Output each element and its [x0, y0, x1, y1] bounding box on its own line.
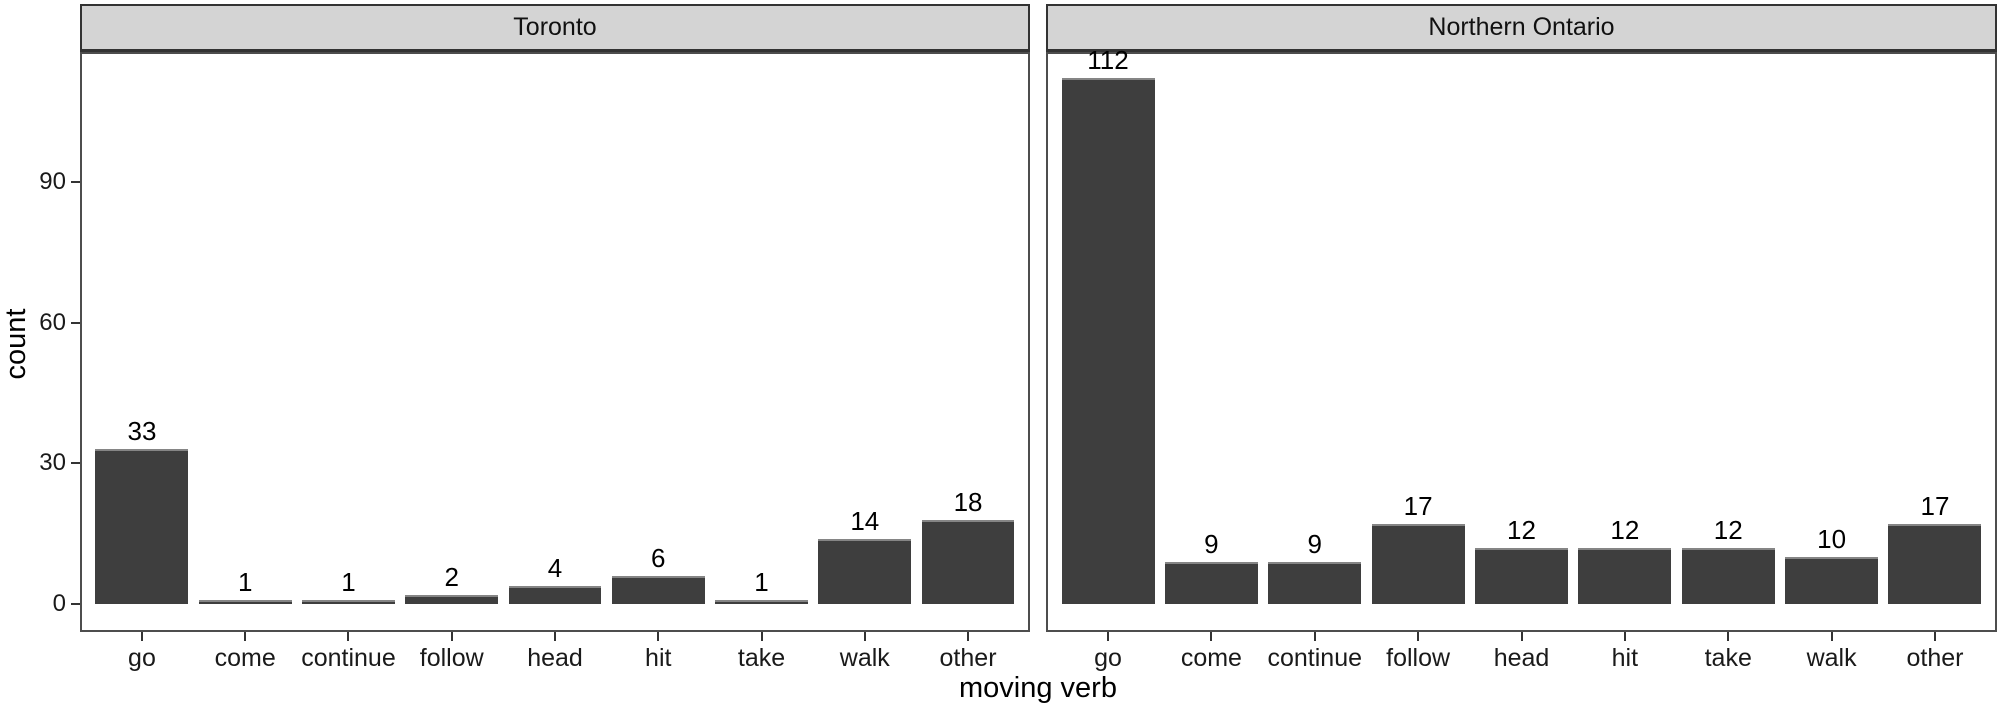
x-tick	[657, 632, 660, 641]
x-tick	[1933, 632, 1936, 641]
bar-value-label: 1	[341, 566, 356, 597]
x-tick	[244, 632, 247, 641]
x-tick	[1830, 632, 1833, 641]
panel	[1046, 52, 1997, 632]
bar	[1578, 547, 1672, 605]
x-tick-label: go	[128, 644, 156, 672]
bar	[611, 576, 705, 605]
facet-strip-label: Northern Ontario	[1428, 13, 1615, 41]
x-tick-label: head	[1493, 644, 1550, 672]
y-axis-title: count	[0, 308, 32, 380]
x-tick	[760, 632, 763, 641]
facet-strip: Toronto	[80, 4, 1030, 52]
x-tick-label: other	[1906, 644, 1964, 672]
bar	[405, 594, 499, 605]
bar-value-label: 9	[1307, 529, 1322, 560]
bar	[715, 599, 808, 605]
x-tick	[1623, 632, 1626, 641]
x-tick	[1313, 632, 1316, 641]
x-tick-label: hit	[645, 644, 672, 672]
bar-value-label: 1	[754, 566, 769, 597]
y-tick-label: 90	[39, 167, 66, 195]
y-tick	[71, 321, 80, 324]
x-tick-label: continue	[1267, 644, 1363, 672]
x-tick-label: follow	[1386, 644, 1451, 672]
y-tick	[71, 603, 80, 606]
x-tick-label: go	[1094, 644, 1122, 672]
x-axis-title: moving verb	[959, 672, 1117, 704]
y-tick	[71, 180, 80, 183]
bar	[198, 599, 292, 605]
bar-value-label: 12	[1507, 514, 1536, 545]
x-tick	[1727, 632, 1730, 641]
x-tick	[1107, 632, 1110, 641]
x-tick-label: come	[214, 644, 276, 672]
bar-value-label: 12	[1713, 514, 1743, 545]
bar-value-label: 4	[547, 552, 563, 583]
facet-strip: Northern Ontario	[1046, 4, 1997, 52]
x-tick	[967, 632, 970, 641]
bar-value-label: 2	[444, 561, 459, 592]
x-tick-label: continue	[301, 644, 396, 672]
x-tick-label: walk	[1806, 644, 1857, 672]
x-tick	[140, 632, 143, 641]
bar-value-label: 17	[1920, 491, 1950, 522]
bar	[1371, 524, 1465, 605]
x-tick	[347, 632, 350, 641]
bar	[818, 538, 912, 605]
bar	[921, 519, 1015, 605]
x-tick	[554, 632, 556, 641]
bar	[1061, 78, 1155, 605]
bar-value-label: 9	[1204, 529, 1219, 560]
bar-value-label: 33	[127, 416, 157, 447]
y-tick	[71, 462, 80, 465]
bar	[1268, 562, 1362, 605]
x-tick-label: walk	[839, 644, 890, 672]
x-tick	[450, 632, 453, 641]
x-tick-label: other	[939, 644, 997, 672]
y-tick-label: 0	[52, 590, 66, 618]
bar	[302, 599, 395, 605]
bar	[95, 449, 189, 605]
bar	[1474, 547, 1568, 605]
y-tick-label: 60	[39, 308, 66, 336]
bar-value-label: 112	[1087, 45, 1129, 76]
y-tick-label: 30	[39, 449, 66, 477]
bar-value-label: 10	[1817, 524, 1847, 555]
bar	[1888, 524, 1982, 605]
bar-value-label: 18	[953, 486, 983, 517]
bar-value-label: 14	[850, 505, 880, 536]
facet-strip-label: Toronto	[513, 13, 597, 41]
x-tick-label: take	[737, 644, 786, 672]
x-tick-label: come	[1180, 644, 1242, 672]
bar-value-label: 12	[1610, 514, 1640, 545]
x-tick-label: take	[1704, 644, 1752, 672]
bar	[1681, 547, 1775, 605]
x-tick	[1520, 632, 1523, 641]
x-tick-label: hit	[1611, 644, 1639, 672]
x-tick-label: follow	[419, 644, 484, 672]
bar-value-label: 6	[651, 543, 666, 574]
x-tick	[1417, 632, 1420, 641]
bar-value-label: 17	[1403, 491, 1433, 522]
bar-value-label: 1	[237, 566, 253, 597]
panel	[80, 52, 1030, 632]
x-tick-label: head	[527, 644, 583, 672]
bar	[508, 585, 602, 605]
bar	[1164, 562, 1258, 605]
bar	[1785, 557, 1879, 605]
x-tick	[1210, 632, 1213, 641]
x-tick	[863, 632, 866, 641]
